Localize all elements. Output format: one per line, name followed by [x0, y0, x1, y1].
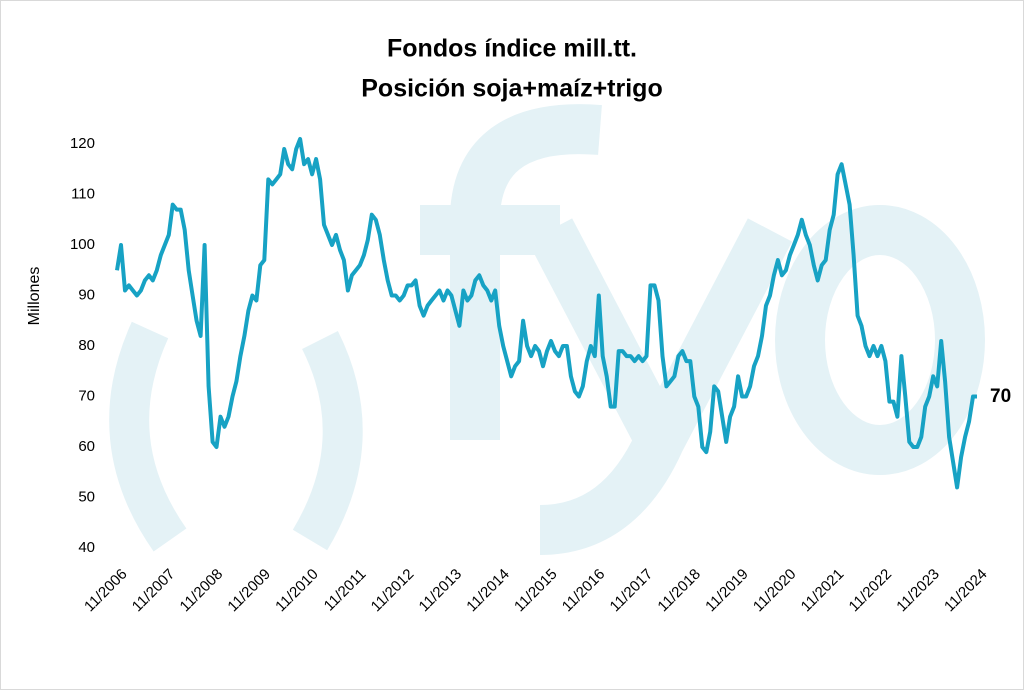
- chart-title: Fondos índice mill.tt.: [387, 35, 637, 63]
- y-tick-label: 70: [78, 387, 95, 404]
- y-axis-label: Millones: [26, 267, 43, 326]
- annotation: 70: [990, 386, 1011, 407]
- y-tick-label: 80: [78, 337, 95, 354]
- y-tick-label: 120: [70, 135, 95, 152]
- y-tick-label: 50: [78, 488, 95, 505]
- y-tick-label: 110: [71, 185, 95, 202]
- y-tick-label: 40: [78, 539, 95, 556]
- series-line: [115, 137, 977, 490]
- watermark: [109, 104, 985, 555]
- y-tick-label: 90: [78, 286, 95, 303]
- chart-subtitle: Posición soja+maíz+trigo: [361, 75, 662, 103]
- y-tick-label: 60: [78, 438, 95, 455]
- y-tick-label: 100: [70, 236, 95, 253]
